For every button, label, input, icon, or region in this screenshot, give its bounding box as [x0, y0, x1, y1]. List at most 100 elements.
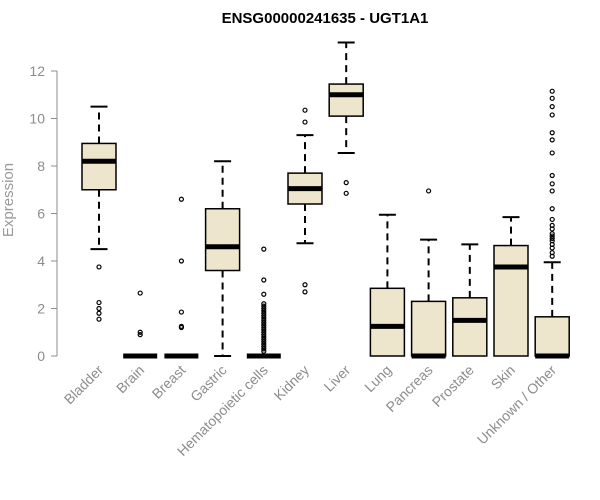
y-tick-label: 10: [29, 111, 45, 127]
box-body: [204, 208, 241, 272]
outlier-point: [549, 130, 555, 136]
y-axis: 0 2 4 6 8 10 12: [29, 63, 58, 364]
outlier-point: [261, 341, 267, 347]
outlier-point: [343, 180, 349, 186]
outlier-point: [549, 112, 555, 118]
outlier-point: [426, 188, 432, 194]
box-body: [369, 287, 406, 357]
outlier-point: [549, 150, 555, 156]
x-tick-label: Breast: [149, 362, 189, 402]
outlier-point: [96, 305, 102, 312]
outlier-point: [549, 172, 555, 179]
outlier-point: [549, 188, 555, 194]
box-liver: [328, 41, 364, 196]
box-body: [534, 316, 570, 357]
outlier-point: [261, 346, 267, 352]
outlier-point: [261, 317, 267, 323]
chart-title: ENSG00000241635 - UGT1A1: [222, 10, 429, 27]
outlier-point: [549, 235, 555, 242]
y-tick-label: 12: [29, 63, 45, 79]
box-breast: [164, 196, 199, 359]
outlier-point: [178, 324, 184, 331]
outlier-point: [261, 305, 267, 312]
outlier-point: [549, 95, 555, 101]
x-tick-label: Brain: [113, 362, 147, 396]
outlier-point: [178, 258, 184, 264]
outlier-point: [261, 315, 267, 321]
outlier-point: [96, 299, 102, 306]
x-tick-label: Kidney: [271, 362, 313, 404]
outlier-point: [261, 348, 267, 354]
box-unknown-other: [534, 88, 570, 359]
outlier-point: [549, 206, 555, 212]
x-tick-label: Bladder: [61, 362, 107, 408]
outlier-point: [261, 343, 267, 350]
outlier-point: [261, 320, 267, 326]
box-hematopoietic-cells: [246, 246, 281, 359]
box-bladder: [81, 105, 117, 322]
outlier-point: [261, 336, 267, 342]
outlier-point: [261, 303, 267, 309]
outlier-point: [137, 332, 143, 338]
outlier-point: [549, 226, 555, 232]
outlier-point: [261, 277, 267, 283]
x-tick-label: Prostate: [429, 362, 477, 410]
outlier-point: [261, 322, 267, 328]
outlier-point: [137, 329, 143, 335]
outlier-point: [302, 119, 308, 125]
outlier-point: [137, 290, 143, 296]
box-brain: [123, 290, 158, 359]
outlier-point: [549, 88, 555, 94]
outlier-point: [302, 282, 308, 288]
outlier-point: [261, 308, 267, 314]
outlier-point: [302, 107, 308, 113]
outlier-point: [261, 246, 267, 252]
outlier-point: [261, 310, 267, 316]
y-axis-label: Expression: [0, 163, 17, 237]
outlier-point: [343, 190, 349, 196]
y-tick-label: 6: [37, 206, 45, 222]
box-pancreas: [410, 188, 447, 359]
box-kidney: [287, 107, 323, 295]
box-skin: [493, 216, 529, 357]
outlier-point: [549, 137, 555, 143]
outlier-point: [261, 339, 267, 345]
outlier-point: [96, 316, 102, 322]
y-tick-label: 4: [37, 253, 45, 269]
outlier-point: [178, 196, 184, 202]
outlier-point: [549, 253, 555, 259]
outlier-point: [261, 324, 267, 331]
outlier-point: [261, 301, 267, 307]
outlier-point: [96, 264, 102, 270]
box-body: [410, 300, 447, 357]
y-tick-label: 0: [37, 348, 45, 364]
x-tick-label: Liver: [321, 362, 354, 395]
outlier-point: [96, 310, 102, 316]
outlier-point: [549, 231, 555, 237]
outlier-point: [549, 104, 555, 110]
box-gastric: [204, 160, 241, 357]
outlier-point: [302, 289, 308, 295]
outlier-point: [178, 309, 184, 315]
outlier-point: [549, 233, 555, 239]
outlier-point: [261, 329, 267, 335]
outlier-point: [261, 327, 267, 333]
outlier-point: [261, 291, 267, 297]
box-body: [493, 244, 529, 357]
outlier-point: [549, 181, 555, 187]
box-prostate: [452, 243, 488, 357]
outlier-point: [261, 334, 267, 340]
boxes: [81, 41, 570, 359]
y-tick-label: 2: [37, 301, 45, 317]
x-tick-label: Lung: [361, 362, 394, 395]
x-tick-label: Skin: [488, 362, 519, 393]
outlier-point: [549, 245, 555, 251]
box-body: [328, 83, 364, 117]
box-body: [452, 297, 488, 357]
box-lung: [369, 213, 406, 357]
outlier-point: [261, 332, 267, 338]
outlier-point: [549, 216, 555, 223]
box-body: [81, 142, 117, 191]
